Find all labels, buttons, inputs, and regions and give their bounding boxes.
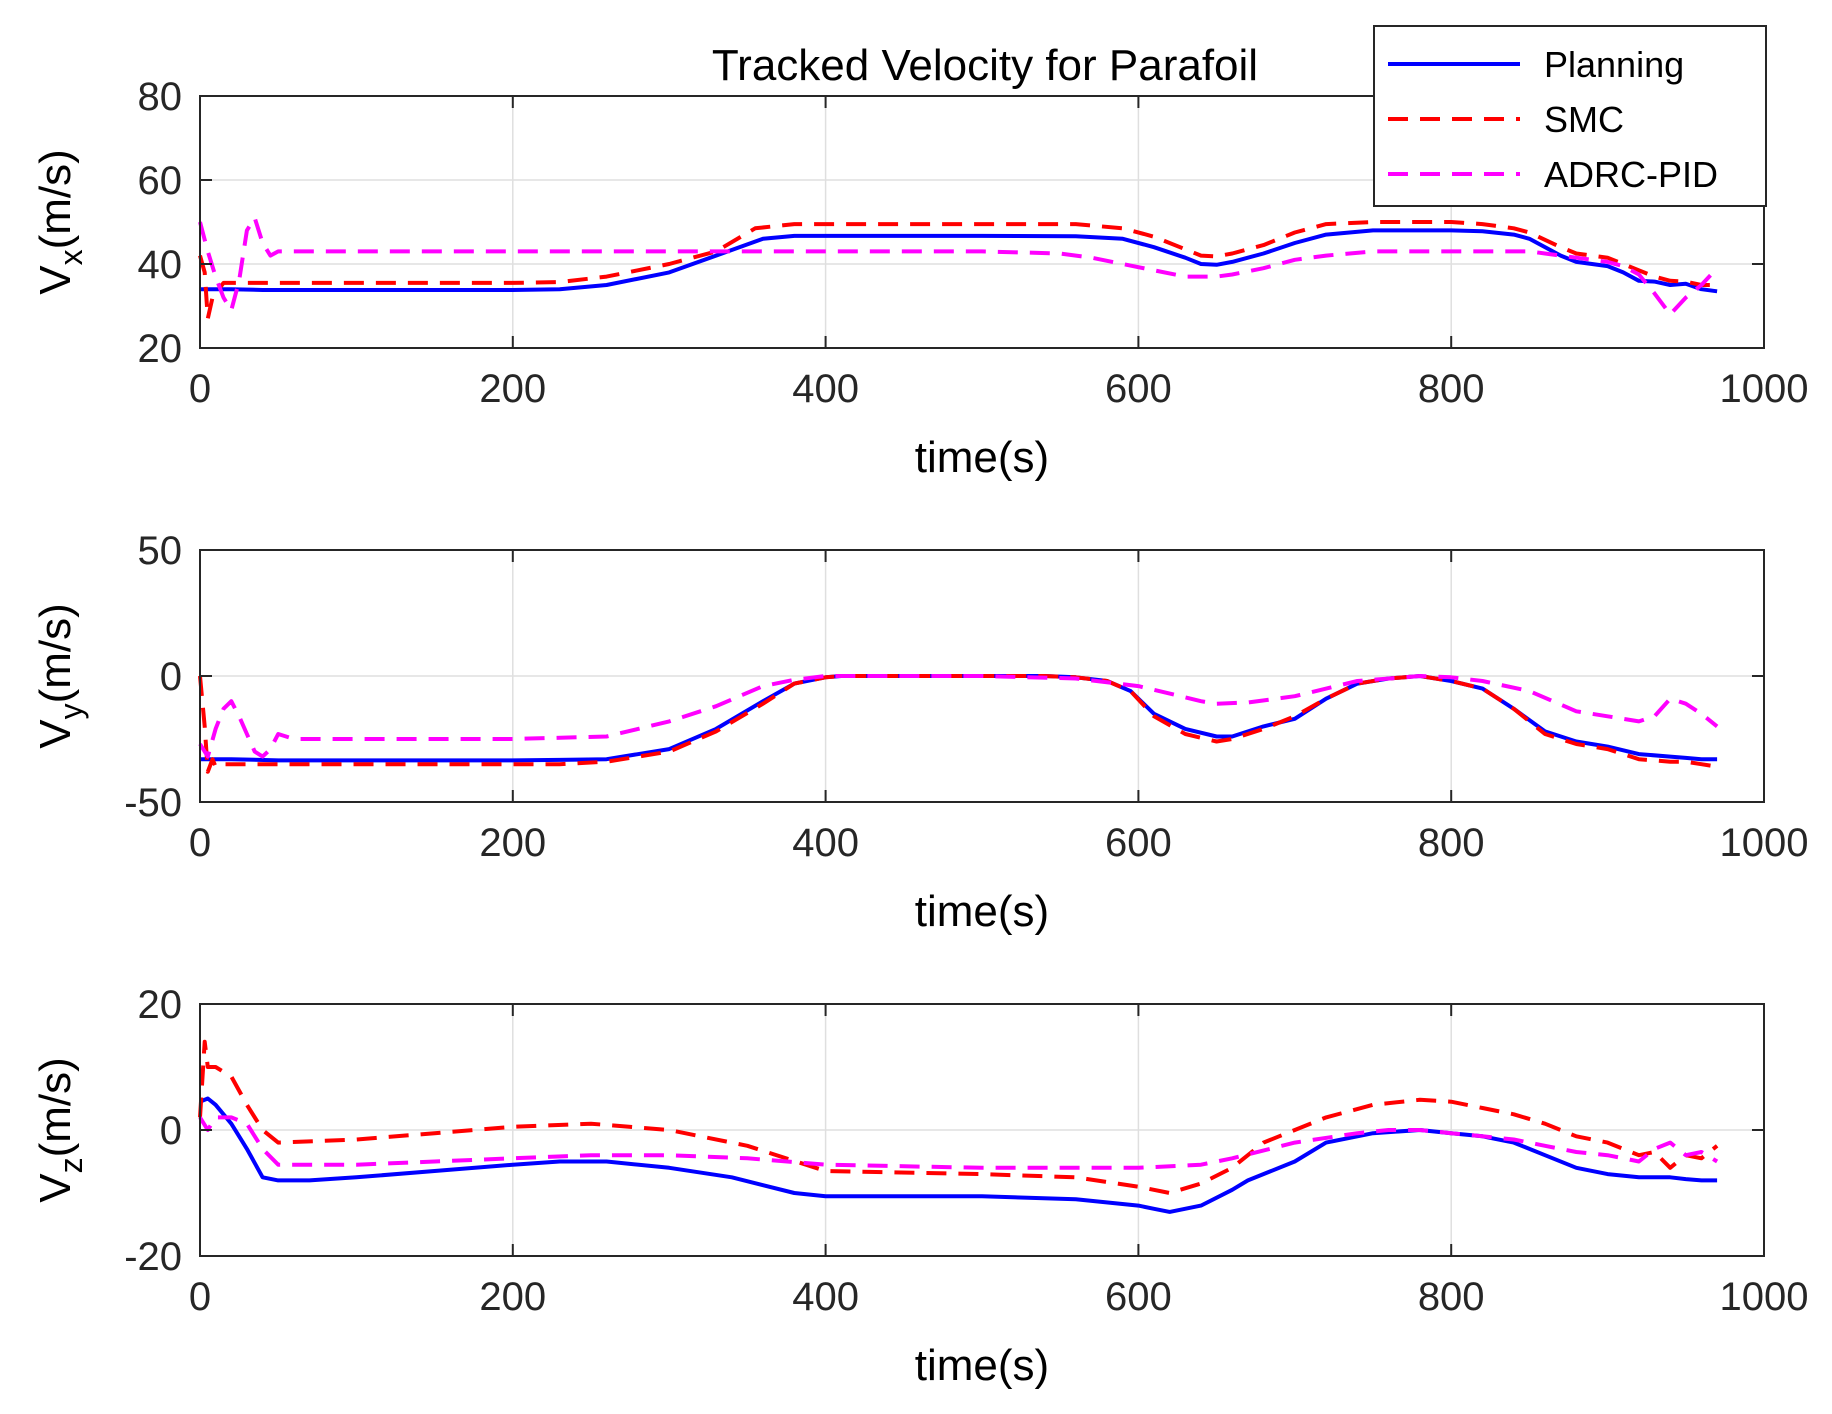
x-tick-label: 200 <box>479 1275 546 1319</box>
series-adrc-pid <box>198 674 1719 759</box>
x-axis-label: time(s) <box>915 1341 1049 1390</box>
series-adrc-pid <box>198 1115 1719 1170</box>
legend-label: SMC <box>1544 99 1624 140</box>
y-axis-label: Vx(m/s) <box>31 149 89 295</box>
grid-lines <box>200 1004 1764 1256</box>
series-planning <box>200 228 1718 294</box>
y-tick-label: 50 <box>138 529 183 573</box>
series-group <box>198 1039 1719 1214</box>
x-tick-label: 1000 <box>1720 821 1809 865</box>
series-planning <box>200 674 1718 763</box>
x-tick-label: 400 <box>792 1275 859 1319</box>
y-axis-label-subscript: x <box>53 249 89 265</box>
y-axis-label-subscript: z <box>53 1157 89 1173</box>
x-tick-label: 600 <box>1105 1275 1172 1319</box>
y-tick-label: 60 <box>138 159 183 203</box>
series-planning <box>199 1096 1718 1214</box>
y-tick-label: 20 <box>138 983 183 1027</box>
y-tick-label: 40 <box>138 243 183 287</box>
subplots: 0 200 400 600 800 100020406080time(s)Vx(m/s)0… <box>31 75 1808 1390</box>
y-tick-label: 0 <box>160 655 182 699</box>
series-smc <box>198 674 1718 774</box>
legend-entry: Planning <box>1388 44 1684 85</box>
y-tick-label: -50 <box>124 781 182 825</box>
x-tick-label: 200 <box>479 821 546 865</box>
subplot-1: 0 200 400 600 800 1000 20 40 60 80 time(s) Vx(m/s) <box>31 75 1808 482</box>
series-adrc-pid <box>198 215 1719 317</box>
y-tick-label: 20 <box>138 327 183 371</box>
x-tick-label: 800 <box>1418 821 1485 865</box>
chart-title: Tracked Velocity for Parafoil <box>712 41 1258 90</box>
y-axis-label-subscript: y <box>53 703 89 719</box>
x-tick-label: 400 <box>792 367 859 411</box>
legend-label: Planning <box>1544 44 1684 85</box>
x-tick-label: 1000 <box>1720 1275 1809 1319</box>
y-axis-label: Vz(m/s) <box>31 1057 89 1203</box>
y-tick-label: -20 <box>124 1235 182 1279</box>
y-axis-label-main: V <box>31 1173 80 1203</box>
series-smc <box>198 1039 1719 1195</box>
x-tick-label: 0 <box>189 1275 211 1319</box>
x-tick-label: 600 <box>1105 821 1172 865</box>
y-axis-label-unit: (m/s) <box>31 1057 80 1157</box>
x-axis-label: time(s) <box>915 887 1049 936</box>
legend-entry: ADRC-PID <box>1388 154 1718 195</box>
y-tick-label: 0 <box>160 1109 182 1153</box>
y-axis-label-main: V <box>31 265 80 295</box>
x-tick-label: 0 <box>189 367 211 411</box>
x-tick-label: 800 <box>1418 1275 1485 1319</box>
legend: Planning SMC ADRC-PID <box>1373 25 1767 207</box>
legend-entry: SMC <box>1388 99 1624 140</box>
axes-frame <box>199 95 1765 349</box>
x-tick-label: 800 <box>1418 367 1485 411</box>
series-group <box>198 674 1719 774</box>
y-axis-label-unit: (m/s) <box>31 603 80 703</box>
y-tick-label: 80 <box>138 75 183 119</box>
x-tick-label: 1000 <box>1720 367 1809 411</box>
ticks: 0 200 400 600 800 1000 20 40 60 80 <box>138 75 1809 411</box>
x-axis-label: time(s) <box>915 433 1049 482</box>
y-axis-label-main: V <box>31 719 80 749</box>
x-tick-label: 0 <box>189 821 211 865</box>
legend-label: ADRC-PID <box>1544 154 1718 195</box>
x-tick-label: 400 <box>792 821 859 865</box>
series-group <box>198 215 1719 321</box>
y-axis-label-unit: (m/s) <box>31 149 80 249</box>
y-axis-label: Vy(m/s) <box>31 603 89 749</box>
x-tick-label: 200 <box>479 367 546 411</box>
x-tick-label: 600 <box>1105 367 1172 411</box>
